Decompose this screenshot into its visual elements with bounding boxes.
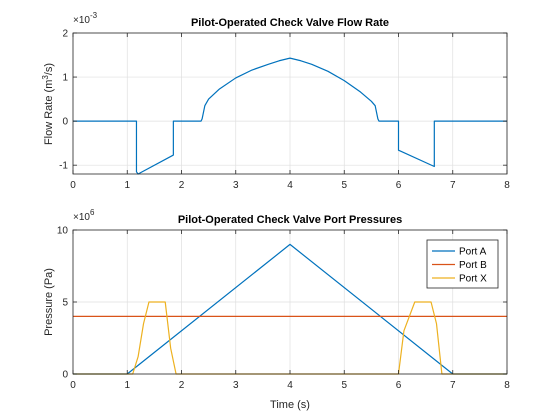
flow-rate-ylabel-base: Flow Rate (m: [43, 80, 55, 145]
flow-rate-xtick-label: 5: [341, 180, 347, 191]
legend: Port A Port B Port X: [426, 239, 499, 289]
flow-rate-ytick-label: -1: [59, 161, 68, 172]
flow-rate-xtick-label: 0: [70, 180, 76, 191]
pressure-ytick-label: 0: [62, 370, 68, 381]
flow-rate-xtick-label: 2: [179, 180, 185, 191]
flow-rate-lines: [73, 57, 507, 175]
flow-rate-ylabel: Flow Rate (m3/s): [41, 63, 55, 145]
flow-rate-ytick-label: 1: [62, 73, 68, 84]
pressure-ytick-label: 5: [62, 298, 68, 309]
pressure-ticks: 0 1 2 3 4 5 6 7 8 0 5 10: [57, 226, 510, 392]
pressure-xtick-label: 3: [233, 380, 239, 391]
pressure-xlabel: Time (s): [270, 399, 310, 411]
pressure-axes: 0 1 2 3 4 5 6 7 8 0 5 10 Pilot-Operated Check Valve…: [43, 208, 510, 411]
flow-rate-ylabel-sup: 3: [41, 75, 50, 80]
flow-rate-xtick-label: 7: [450, 180, 456, 191]
pressure-xtick-label: 4: [287, 380, 293, 391]
flow-rate-xtick-label: 1: [124, 180, 130, 191]
flow-rate-ytick-label: 0: [62, 117, 68, 128]
flow-rate-exponent-power: -3: [90, 11, 98, 20]
pressure-xtick-label: 2: [179, 380, 185, 391]
legend-label: Port B: [459, 260, 487, 271]
pressure-xtick-label: 6: [396, 380, 402, 391]
legend-items: Port A Port B Port X: [432, 247, 487, 285]
flow-rate-xtick-label: 6: [396, 180, 402, 191]
legend-label: Port A: [459, 247, 487, 258]
flow-rate-line: [73, 57, 507, 175]
flow-rate-exponent-base: ×10: [73, 15, 90, 26]
flow-rate-xtick-label: 3: [233, 180, 239, 191]
legend-label: Port X: [459, 274, 487, 285]
pressure-xtick-label: 1: [124, 380, 130, 391]
pressure-xtick-label: 0: [70, 380, 76, 391]
pressure-xtick-label: 8: [504, 380, 510, 391]
flow-rate-ytick-label: 2: [62, 29, 68, 40]
pressure-ylabel: Pressure (Pa): [43, 268, 55, 336]
flow-rate-xtick-label: 8: [504, 180, 510, 191]
pressure-ytick-label: 10: [57, 226, 69, 237]
flow-rate-ylabel-tail: /s): [43, 63, 55, 75]
flow-rate-xtick-label: 4: [287, 180, 293, 191]
pressure-title: Pilot-Operated Check Valve Port Pressure…: [178, 214, 402, 226]
pressure-exponent-power: 6: [90, 208, 95, 217]
flow-rate-exponent: ×10-3: [73, 11, 98, 26]
pressure-xtick-label: 5: [341, 380, 347, 391]
pressure-exponent: ×106: [73, 208, 95, 223]
flow-rate-title: Pilot-Operated Check Valve Flow Rate: [191, 17, 389, 29]
pressure-exponent-base: ×10: [73, 212, 90, 223]
pressure-xtick-label: 7: [450, 380, 456, 391]
